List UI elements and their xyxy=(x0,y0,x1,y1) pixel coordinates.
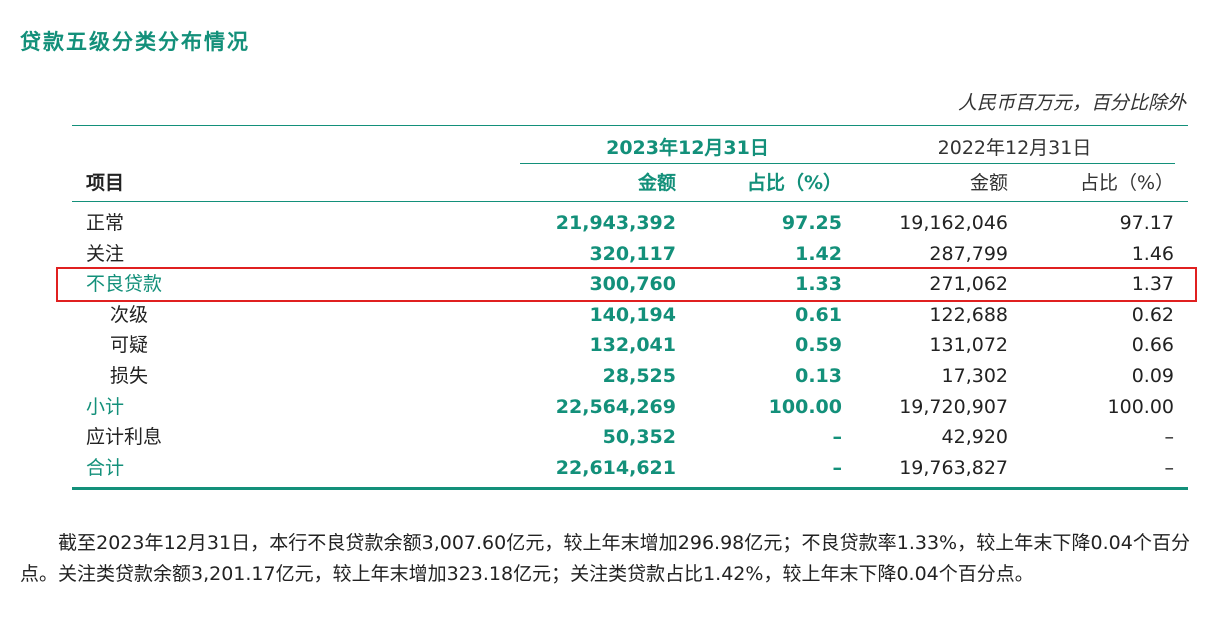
amount-2023: 300,760 xyxy=(589,273,676,296)
header-date-2022: 2022年12月31日 xyxy=(854,133,1175,164)
header-amount-2022: 金额 xyxy=(969,172,1008,194)
amount-2023: 320,117 xyxy=(589,242,676,265)
row-label: 次级 xyxy=(110,303,149,326)
pct-2023: – xyxy=(832,456,843,479)
header-amount-2023: 金额 xyxy=(637,172,676,194)
table-row-subtotal: 小计 22,564,269 100.00 19,720,907 100.00 xyxy=(72,392,1188,423)
pct-2023: 0.61 xyxy=(795,303,842,326)
amount-2023: 28,525 xyxy=(602,364,676,387)
table-body: 正常 21,943,392 97.25 19,162,046 97.17 关注 … xyxy=(72,208,1188,483)
pct-2022: 0.66 xyxy=(1131,334,1174,357)
table-row-total: 合计 22,614,621 – 19,763,827 – xyxy=(72,453,1188,484)
row-label: 不良贷款 xyxy=(86,273,163,296)
header-date-2023: 2023年12月31日 xyxy=(520,133,855,164)
summary-paragraph: 截至2023年12月31日，本行不良贷款余额3,007.60亿元，较上年末增加2… xyxy=(20,532,1190,585)
row-label: 损失 xyxy=(110,364,149,387)
row-label: 关注 xyxy=(86,242,125,265)
table-row: 正常 21,943,392 97.25 19,162,046 97.17 xyxy=(72,208,1188,239)
pct-2023: 1.42 xyxy=(795,242,842,265)
table-row: 次级 140,194 0.61 122,688 0.62 xyxy=(72,300,1188,331)
table-row-nonperforming: 不良贷款 300,760 1.33 271,062 1.37 xyxy=(72,269,1188,300)
pct-2022: 1.37 xyxy=(1131,273,1174,296)
pct-2023: 0.59 xyxy=(795,334,842,357)
row-label: 合计 xyxy=(86,456,125,479)
amount-2023: 22,614,621 xyxy=(555,456,676,479)
amount-2023: 21,943,392 xyxy=(555,212,676,234)
unit-note: 人民币百万元，百分比除外 xyxy=(957,92,1186,114)
amount-2022: 271,062 xyxy=(929,273,1008,296)
table-row: 可疑 132,041 0.59 131,072 0.66 xyxy=(72,330,1188,361)
amount-2023: 140,194 xyxy=(589,303,676,326)
amount-2023: 50,352 xyxy=(602,426,676,449)
amount-2023: 132,041 xyxy=(589,334,676,357)
header-pct-2022: 占比（%） xyxy=(1079,172,1174,194)
pct-2023: 100.00 xyxy=(768,395,842,418)
amount-2022: 42,920 xyxy=(941,426,1008,449)
pct-2023: 0.13 xyxy=(795,364,842,387)
amount-2022: 287,799 xyxy=(929,242,1008,265)
pct-2022: 100.00 xyxy=(1107,395,1174,418)
table-row: 应计利息 50,352 – 42,920 – xyxy=(72,422,1188,453)
pct-2023: – xyxy=(832,426,843,449)
pct-2022: 1.46 xyxy=(1131,242,1174,265)
table-row: 关注 320,117 1.42 287,799 1.46 xyxy=(72,239,1188,270)
row-label: 应计利息 xyxy=(86,426,163,449)
table-bottom-rule xyxy=(72,487,1188,490)
pct-2023: 97.25 xyxy=(781,212,842,234)
row-label: 小计 xyxy=(86,395,125,418)
pct-2022: – xyxy=(1164,426,1175,449)
amount-2023: 22,564,269 xyxy=(555,395,676,418)
loan-classification-table: 2023年12月31日 2022年12月31日 项目 金额 占比（%） 金额 占… xyxy=(72,125,1188,490)
header-rule xyxy=(72,201,1188,202)
section-title: 贷款五级分类分布情况 xyxy=(20,30,250,54)
amount-2022: 131,072 xyxy=(929,334,1008,357)
amount-2022: 122,688 xyxy=(929,303,1008,326)
pct-2022: 97.17 xyxy=(1119,212,1174,234)
highlight-box xyxy=(56,267,1197,302)
table-row: 损失 28,525 0.13 17,302 0.09 xyxy=(72,361,1188,392)
pct-2022: 0.62 xyxy=(1131,303,1174,326)
amount-2022: 19,763,827 xyxy=(899,456,1008,479)
pct-2023: 1.33 xyxy=(795,273,842,296)
table-top-rule xyxy=(72,125,1188,126)
row-label: 正常 xyxy=(86,212,125,234)
header-item: 项目 xyxy=(86,172,125,194)
pct-2022: 0.09 xyxy=(1131,364,1174,387)
amount-2022: 19,162,046 xyxy=(899,212,1008,234)
header-pct-2023: 占比（%） xyxy=(746,172,842,194)
amount-2022: 19,720,907 xyxy=(899,395,1008,418)
pct-2022: – xyxy=(1164,456,1175,479)
row-label: 可疑 xyxy=(110,334,149,357)
amount-2022: 17,302 xyxy=(941,364,1008,387)
